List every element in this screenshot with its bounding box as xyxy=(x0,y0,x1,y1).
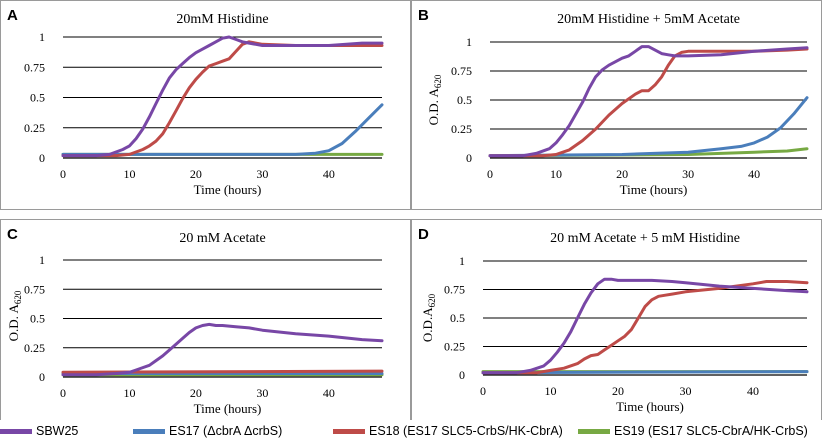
legend-item-es19: ES19 (ES17 SLC5-CbrA/HK-CrbS) xyxy=(578,424,808,438)
series-line-es18 xyxy=(488,47,809,158)
panel-title: 20mM Histidine xyxy=(176,12,268,27)
y-tick-label: 0.75 xyxy=(24,60,45,74)
legend-swatch-sbw25 xyxy=(0,428,32,434)
y-tick-label: 0 xyxy=(466,151,472,165)
x-tick-label: 40 xyxy=(747,384,759,398)
legend-label-sbw25: SBW25 xyxy=(36,424,79,438)
legend-item-es17: ES17 (ΔcbrA ΔcrbS) xyxy=(133,424,282,438)
x-tick-label: 0 xyxy=(487,167,493,181)
legend-label-es19: ES19 (ES17 SLC5-CbrA/HK-CrbS) xyxy=(614,424,808,438)
y-tick-label: 0.25 xyxy=(451,122,472,136)
x-axis-label: Time (hours) xyxy=(616,399,684,414)
panel-title: 20 mM Acetate xyxy=(179,231,265,246)
series-line-es18 xyxy=(61,40,384,158)
legend-item-sbw25: SBW25 xyxy=(0,424,78,438)
series-line-es18 xyxy=(61,369,384,374)
panel-label: C xyxy=(7,226,18,243)
series-line-es17 xyxy=(61,103,384,156)
x-axis-label: Time (hours) xyxy=(194,401,262,416)
x-tick-label: 10 xyxy=(123,386,135,400)
x-tick-label: 10 xyxy=(550,167,562,181)
legend: SBW25 ES17 (ΔcbrA ΔcrbS) ES18 (ES17 SLC5… xyxy=(0,421,822,445)
legend-swatch-es17 xyxy=(133,428,165,434)
x-tick-label: 20 xyxy=(190,386,202,400)
legend-label-es17: ES17 (ΔcbrA ΔcrbS) xyxy=(169,424,283,438)
x-tick-label: 0 xyxy=(60,167,66,181)
series-line-es17 xyxy=(488,96,809,158)
y-tick-label: 0.75 xyxy=(24,282,45,296)
y-tick-label: 0.5 xyxy=(457,93,472,107)
y-tick-label: 0.25 xyxy=(444,340,465,354)
x-tick-label: 30 xyxy=(256,386,268,400)
x-tick-label: 30 xyxy=(682,167,694,181)
x-tick-label: 10 xyxy=(545,384,557,398)
panel-label: A xyxy=(7,7,18,24)
series-line-sbw25 xyxy=(61,35,384,158)
legend-swatch-es18 xyxy=(333,428,365,434)
series-line-sbw25 xyxy=(61,322,384,377)
panel-border xyxy=(0,0,411,210)
y-tick-label: 0 xyxy=(39,370,45,384)
y-tick-label: 1 xyxy=(459,254,465,268)
x-tick-label: 0 xyxy=(480,384,486,398)
y-axis-label: O.D. A620 xyxy=(426,74,443,125)
y-tick-label: 0.25 xyxy=(24,121,45,135)
y-tick-label: 0 xyxy=(459,368,465,382)
y-tick-label: 0.5 xyxy=(30,312,45,326)
y-tick-label: 0 xyxy=(39,151,45,165)
y-tick-label: 1 xyxy=(39,253,45,267)
series-line-sbw25 xyxy=(481,277,809,375)
y-tick-label: 0.25 xyxy=(24,341,45,355)
x-tick-label: 40 xyxy=(323,167,335,181)
panel-border xyxy=(0,219,411,420)
x-tick-label: 20 xyxy=(612,384,624,398)
y-axis-label: O.D. A620 xyxy=(6,290,23,341)
x-axis-label: Time (hours) xyxy=(194,182,262,197)
series-line-es18 xyxy=(481,280,809,375)
x-tick-label: 40 xyxy=(748,167,760,181)
y-tick-label: 0.75 xyxy=(444,283,465,297)
x-tick-label: 30 xyxy=(680,384,692,398)
y-tick-label: 1 xyxy=(466,35,472,49)
legend-item-es18: ES18 (ES17 SLC5-CrbS/HK-CbrA) xyxy=(333,424,563,438)
x-tick-label: 40 xyxy=(323,386,335,400)
panel-label: D xyxy=(418,226,429,243)
panel-title: 20mM Histidine + 5mM Acetate xyxy=(557,12,740,27)
legend-swatch-es19 xyxy=(578,428,610,434)
y-tick-label: 0.5 xyxy=(30,91,45,105)
x-tick-label: 0 xyxy=(60,386,66,400)
panel-label: B xyxy=(418,7,429,24)
x-axis-label: Time (hours) xyxy=(620,182,688,197)
y-axis-label: O.D.A620 xyxy=(420,293,437,342)
y-tick-label: 1 xyxy=(39,30,45,44)
x-tick-label: 30 xyxy=(256,167,268,181)
panel-title: 20 mM Acetate + 5 mM Histidine xyxy=(550,231,740,246)
panel-b: B 20mM Histidine + 5mM Acetate 0 0.25 0.5 0.7… xyxy=(411,0,822,210)
y-tick-label: 0.75 xyxy=(451,64,472,78)
x-tick-label: 20 xyxy=(190,167,202,181)
panel-d: D 20 mM Acetate + 5 mM Histidine 0 0.25 0.5 0… xyxy=(411,219,822,420)
x-tick-label: 10 xyxy=(123,167,135,181)
legend-label-es18: ES18 (ES17 SLC5-CrbS/HK-CbrA) xyxy=(369,424,563,438)
series-line-sbw25 xyxy=(488,45,809,158)
x-tick-label: 20 xyxy=(616,167,628,181)
y-tick-label: 0.5 xyxy=(450,311,465,325)
